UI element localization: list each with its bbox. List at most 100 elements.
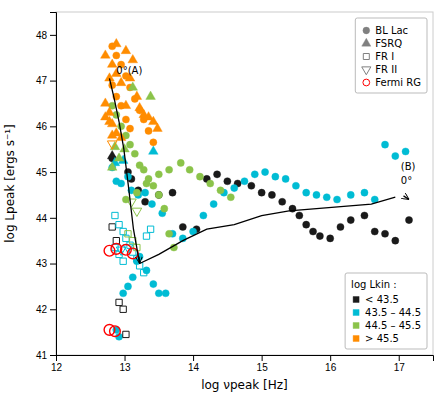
point <box>303 221 310 228</box>
point <box>107 130 117 138</box>
legend-label: BL Lac <box>375 25 408 36</box>
x-tick-label: 14 <box>188 362 200 373</box>
legend-box <box>345 273 427 349</box>
point <box>248 182 255 189</box>
point <box>186 166 193 173</box>
point <box>153 123 163 131</box>
point <box>279 198 286 205</box>
point <box>155 191 162 198</box>
point <box>109 224 115 230</box>
point <box>142 189 149 196</box>
point <box>361 189 368 196</box>
legend-label: FR I <box>375 51 394 62</box>
y-tick-label: 41 <box>36 350 48 361</box>
point <box>123 235 129 241</box>
y-tick: 43 <box>36 258 56 269</box>
legend-label: 44.5 – 45.5 <box>365 320 421 331</box>
point <box>309 228 316 235</box>
point <box>150 139 157 146</box>
point <box>116 221 122 227</box>
point <box>113 52 120 59</box>
point <box>105 116 115 124</box>
point <box>143 233 149 239</box>
point <box>107 141 117 149</box>
point <box>272 173 279 180</box>
point <box>147 226 153 232</box>
point <box>142 198 149 205</box>
point <box>112 38 122 46</box>
legend-label: FSRQ <box>375 38 402 49</box>
y-tick-mark <box>50 126 56 127</box>
x-axis: 121314151617 <box>51 355 434 373</box>
point <box>150 182 157 189</box>
point <box>392 152 399 159</box>
point-group <box>109 43 157 146</box>
point <box>126 125 133 132</box>
legend-swatch <box>363 27 370 34</box>
point <box>132 91 142 99</box>
x-tick-mark <box>193 355 194 361</box>
point <box>121 45 131 53</box>
y-tick-label: 44 <box>36 213 48 224</box>
point <box>258 189 265 196</box>
annotation: 0° <box>401 175 412 186</box>
y-tick: 45 <box>36 167 56 178</box>
y-tick-mark <box>50 81 56 82</box>
point <box>296 212 303 219</box>
legend-swatch <box>363 54 369 60</box>
x-tick-label: 15 <box>257 362 269 373</box>
point <box>120 228 126 234</box>
x-axis-line <box>57 356 434 362</box>
point <box>241 178 248 185</box>
y-tick-label: 48 <box>36 30 48 41</box>
point <box>313 191 320 198</box>
point <box>200 212 207 219</box>
point <box>162 290 169 297</box>
annotation: (B) <box>401 161 416 172</box>
point <box>120 258 126 264</box>
point <box>135 102 145 110</box>
point <box>207 180 214 187</box>
point <box>316 233 323 240</box>
y-tick-label: 43 <box>36 258 48 269</box>
point <box>231 185 238 192</box>
plot: 12131415161741424344454647480°(A)(B)0°BL… <box>36 12 434 373</box>
point <box>196 173 203 180</box>
point <box>110 326 121 337</box>
point <box>282 175 289 182</box>
arrow <box>404 196 409 200</box>
point <box>107 162 117 170</box>
legend-label: FR II <box>375 64 397 75</box>
point <box>128 82 138 90</box>
y-tick-mark <box>50 218 56 219</box>
point <box>227 194 234 201</box>
point <box>122 116 129 123</box>
y-tick-label: 45 <box>36 167 48 178</box>
point <box>128 54 138 62</box>
y-tick-label: 46 <box>36 121 48 132</box>
point <box>124 283 131 290</box>
chart: 12131415161741424344454647480°(A)(B)0°BL… <box>0 0 445 397</box>
x-tick: 17 <box>394 355 406 373</box>
point <box>149 116 159 124</box>
point <box>140 166 147 173</box>
point <box>251 171 258 178</box>
point <box>177 159 184 166</box>
point <box>155 171 162 178</box>
point <box>405 217 412 224</box>
point <box>333 196 340 203</box>
legend: BL LacFSRQFR IFR IIFermi RG <box>355 18 427 93</box>
point <box>292 182 299 189</box>
arrow <box>138 257 140 264</box>
legend: log Lkin :< 43.543.5 – 44.544.5 – 45.5> … <box>345 273 427 349</box>
point <box>150 281 157 288</box>
point <box>402 148 409 155</box>
legend-swatch <box>363 79 370 86</box>
legend-swatch <box>353 297 359 303</box>
point <box>224 178 231 185</box>
point <box>214 171 221 178</box>
point <box>361 212 368 219</box>
y-tick: 42 <box>36 304 56 315</box>
x-tick: 15 <box>257 355 269 373</box>
point <box>155 191 162 198</box>
